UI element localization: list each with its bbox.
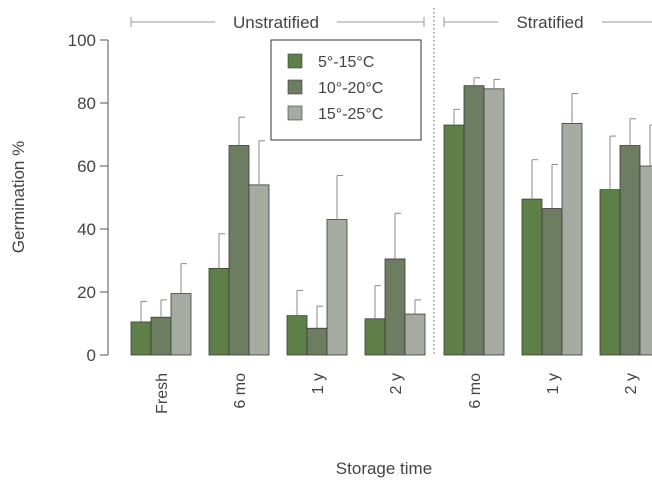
bar (561, 123, 583, 356)
bar (521, 198, 543, 356)
bar (150, 316, 172, 356)
category-labels: Fresh 6 mo 1 y 2 y 6 mo 1 y 2 y (154, 373, 640, 414)
category-label: 6 mo (232, 373, 249, 409)
y-tick-label: 20 (77, 283, 96, 302)
category-label: 1 y (310, 373, 327, 394)
bar (208, 267, 230, 356)
y-tick-label: 60 (77, 157, 96, 176)
bar (364, 318, 386, 356)
bar (619, 145, 641, 356)
category-label: Fresh (154, 373, 171, 414)
legend: 5°-15°C 10°-20°C 15°-25°C (270, 39, 422, 141)
bar (326, 219, 348, 356)
y-axis: 0 20 40 60 80 100 (68, 31, 109, 365)
legend-swatch (287, 105, 303, 121)
bar (541, 208, 563, 356)
legend-label: 15°-25°C (318, 106, 383, 123)
bar (404, 313, 426, 356)
legend-swatch (287, 79, 303, 95)
group-headers: Unstratified Stratified (130, 13, 652, 32)
bar (228, 145, 250, 356)
bar (130, 321, 152, 356)
y-tick-label: 0 (87, 346, 96, 365)
legend-label: 10°-20°C (318, 80, 383, 97)
group-title: Unstratified (233, 13, 319, 32)
bar (483, 88, 505, 356)
legend-label: 5°-15°C (318, 54, 374, 71)
bar (248, 184, 270, 356)
category-label: 2 y (388, 373, 405, 394)
y-axis-title: Germination % (9, 141, 28, 253)
bar (463, 85, 485, 356)
group-title: Stratified (516, 13, 583, 32)
bar (599, 189, 621, 356)
y-tick-label: 40 (77, 220, 96, 239)
bar (306, 327, 328, 356)
category-label: 1 y (545, 373, 562, 394)
y-ticks: 0 20 40 60 80 100 (68, 31, 108, 365)
bar (639, 165, 652, 356)
bar (170, 293, 192, 356)
y-tick-label: 100 (68, 31, 96, 50)
bar (443, 124, 465, 356)
bar (384, 258, 406, 356)
y-tick-label: 80 (77, 94, 96, 113)
error-bars (140, 77, 652, 329)
category-label: 6 mo (467, 373, 484, 409)
x-axis-title: Storage time (336, 459, 432, 478)
bar (286, 315, 308, 356)
legend-swatch (287, 53, 303, 69)
category-label: 2 y (623, 373, 640, 394)
